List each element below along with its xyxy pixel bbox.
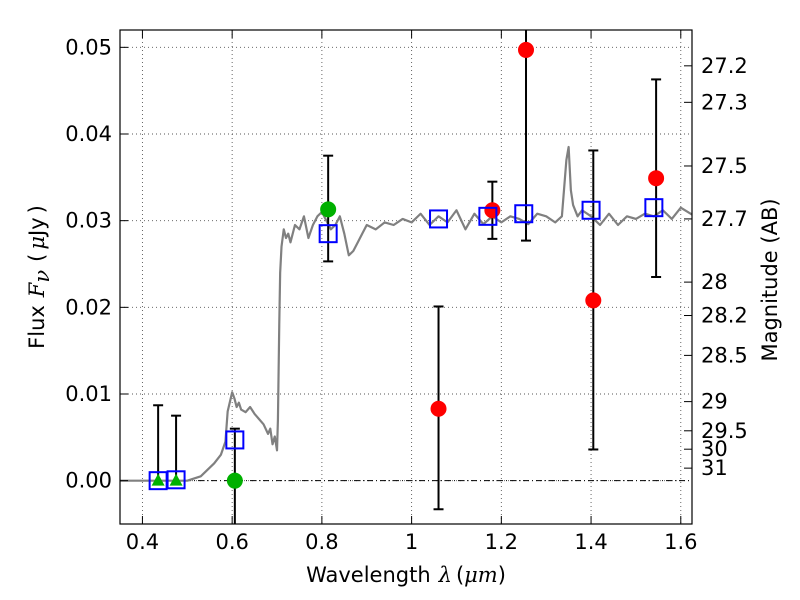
plot-area <box>120 0 692 533</box>
nondetection-point <box>321 202 336 217</box>
y-tick-label: 0.03 <box>65 209 112 233</box>
magnitude-tick-label: 28.2 <box>701 304 748 328</box>
data-point-markers <box>152 42 664 488</box>
magnitude-tick-label: 29 <box>701 390 728 414</box>
magnitude-tick-label: 27.5 <box>701 154 748 178</box>
x-tick-label: 1.6 <box>664 530 697 554</box>
detection-point <box>586 293 601 308</box>
model-spectrum-line <box>120 147 692 481</box>
axis-ticks <box>120 30 692 524</box>
sed-chart: 0.4 0.6 0.8 1 1.2 1.4 1.6 0.00 0.01 0.02 0.03 0.04… <box>0 0 800 600</box>
magnitude-tick-label: 27.3 <box>701 90 748 114</box>
plot-frame <box>120 30 692 524</box>
x-tick-label: 0.8 <box>305 530 338 554</box>
x-axis-label: Wavelengthλ(μm) <box>306 563 506 587</box>
y-tick-labels: 0.00 0.01 0.02 0.03 0.04 0.05 <box>65 35 112 492</box>
magnitude-tick-label: 28.5 <box>701 343 748 367</box>
x-tick-labels: 0.4 0.6 0.8 1 1.2 1.4 1.6 <box>126 530 698 554</box>
magnitude-tick-label: 27.7 <box>701 207 748 231</box>
model-photometry-markers <box>150 199 663 489</box>
magnitude-tick-label: 27.2 <box>701 54 748 78</box>
model-photometry-point <box>515 205 532 222</box>
x-tick-label: 1.4 <box>574 530 607 554</box>
y-tick-label: 0.02 <box>65 295 112 319</box>
detection-point <box>649 171 664 186</box>
grid <box>120 30 692 524</box>
y-tick-label: 0.04 <box>65 122 112 146</box>
y-tick-label: 0.05 <box>65 35 112 59</box>
magnitude-tick-label: 31 <box>701 456 728 480</box>
model-photometry-point <box>430 210 447 227</box>
nondetection-point <box>227 473 242 488</box>
x-tick-label: 1.2 <box>485 530 518 554</box>
y-axis-label-left: FluxFν(μJy) <box>25 205 54 349</box>
y-tick-label: 0.01 <box>65 382 112 406</box>
x-tick-label: 0.4 <box>126 530 159 554</box>
x-tick-label: 0.6 <box>215 530 248 554</box>
y-tick-label: 0.00 <box>65 469 112 493</box>
detection-point <box>485 203 500 218</box>
detection-point <box>519 42 534 57</box>
error-bars <box>153 0 661 533</box>
magnitude-tick-labels: 27.227.327.527.72828.228.52929.53031 <box>701 54 748 480</box>
magnitude-tick-label: 28 <box>701 270 728 294</box>
x-tick-label: 1 <box>405 530 418 554</box>
y-axis-label-right: Magnitude (AB) <box>758 198 782 361</box>
detection-point <box>431 401 446 416</box>
